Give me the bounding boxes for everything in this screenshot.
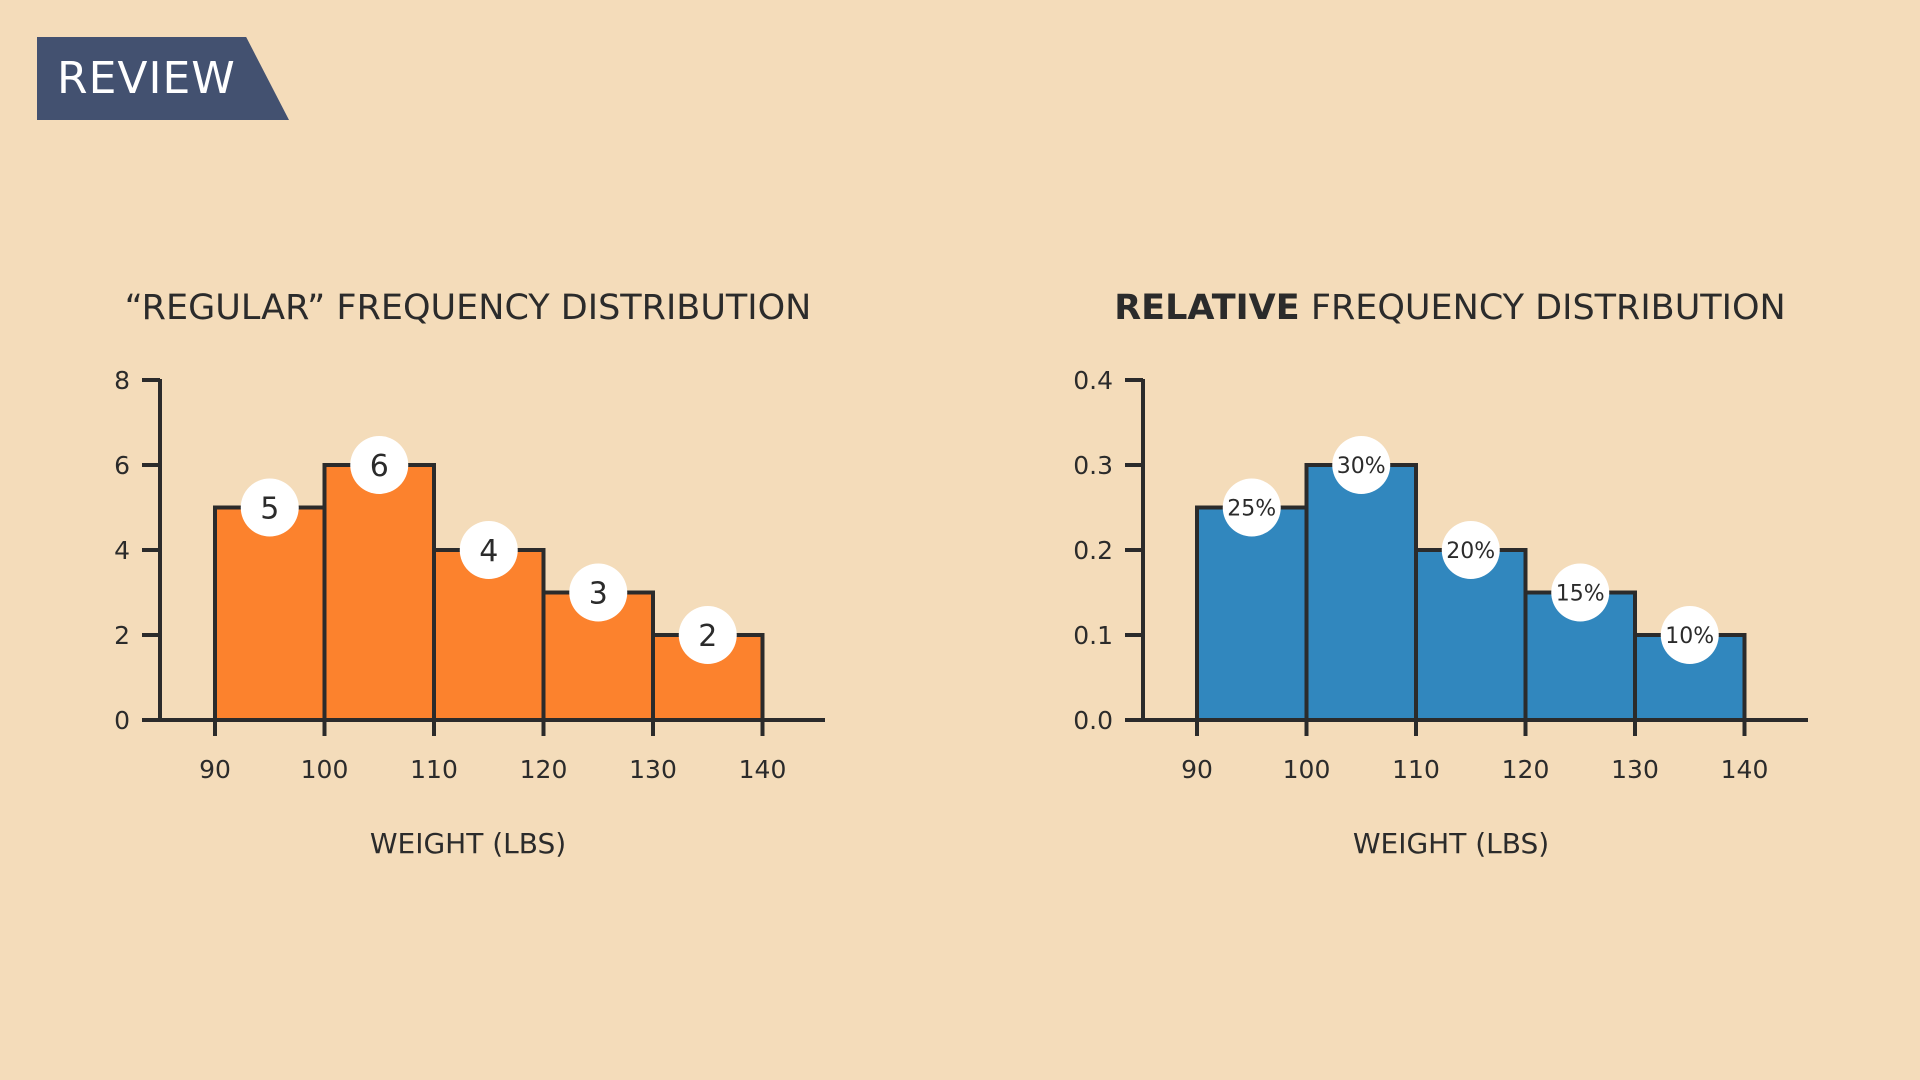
relative-data-label: 30% (1337, 454, 1386, 479)
regular-x-tick-label: 120 (520, 755, 568, 784)
regular-bar (213, 505, 327, 722)
regular-bar (322, 463, 436, 722)
relative-data-label: 20% (1446, 539, 1495, 564)
relative-title-bold: RELATIVE (1114, 288, 1300, 328)
review-banner: REVIEW (37, 37, 289, 120)
regular-data-label-bubble (569, 563, 628, 622)
regular-data-label: 2 (698, 619, 717, 654)
regular-data-label-bubble (240, 478, 299, 537)
relative-data-label: 10% (1665, 624, 1714, 649)
relative-data-label-bubble (1441, 521, 1500, 579)
relative-bar (1304, 463, 1418, 722)
regular-x-tick-label: 90 (199, 755, 231, 784)
regular-data-label: 4 (479, 534, 498, 569)
regular-data-label: 5 (260, 491, 279, 526)
relative-x-tick-label: 120 (1502, 755, 1550, 784)
regular-data-label: 3 (589, 576, 608, 611)
regular-data-label: 6 (370, 449, 389, 484)
relative-y-tick-label: 0.0 (1073, 706, 1113, 735)
regular-y-tick-label: 6 (114, 451, 130, 480)
relative-bar (1195, 505, 1309, 722)
regular-data-label-bubble (350, 436, 409, 494)
regular-data-label-bubble (678, 606, 737, 664)
regular-y-tick-label: 0 (114, 706, 130, 735)
relative-y-tick-label: 0.4 (1073, 366, 1113, 395)
regular-y-tick-label: 4 (114, 536, 130, 565)
relative-title-rest: FREQUENCY DISTRIBUTION (1310, 288, 1786, 328)
regular-y-tick-label: 8 (114, 366, 130, 395)
relative-x-tick-label: 140 (1721, 755, 1769, 784)
relative-data-label-bubble (1660, 606, 1719, 664)
review-label: REVIEW (57, 53, 236, 104)
relative-chart-title: RELATIVE FREQUENCY DISTRIBUTION (1060, 288, 1840, 328)
relative-data-label: 15% (1556, 581, 1605, 606)
regular-x-tick-label: 140 (739, 755, 787, 784)
relative-y-tick-label: 0.2 (1073, 536, 1113, 565)
regular-x-tick-label: 130 (629, 755, 677, 784)
regular-y-tick-label: 2 (114, 621, 130, 650)
relative-y-tick-label: 0.3 (1073, 451, 1113, 480)
relative-y-tick-label: 0.1 (1073, 621, 1113, 650)
relative-x-tick-label: 110 (1392, 755, 1440, 784)
relative-data-label: 25% (1227, 496, 1276, 521)
relative-data-label-bubble (1222, 478, 1281, 537)
relative-x-tick-label: 100 (1283, 755, 1331, 784)
relative-x-axis-label: WEIGHT (LBS) (1353, 827, 1549, 860)
regular-chart: 0 2 4 6 8 90 100 110 120 130 140 WEIGHT (LBS) 5 6 4 3 2 (114, 366, 825, 860)
regular-data-label-bubble (459, 521, 518, 579)
regular-x-tick-label: 100 (301, 755, 349, 784)
relative-x-tick-label: 130 (1611, 755, 1659, 784)
relative-data-label-bubble (1332, 436, 1391, 494)
relative-chart: 0.0 0.1 0.2 0.3 0.4 90 100 110 120 130 140 WEIGHT (… (1073, 366, 1808, 860)
relative-data-label-bubble (1551, 563, 1610, 622)
regular-x-tick-label: 110 (410, 755, 458, 784)
regular-x-axis-label: WEIGHT (LBS) (370, 827, 566, 860)
relative-x-tick-label: 90 (1181, 755, 1213, 784)
regular-chart-title: “REGULAR” FREQUENCY DISTRIBUTION (124, 288, 812, 328)
